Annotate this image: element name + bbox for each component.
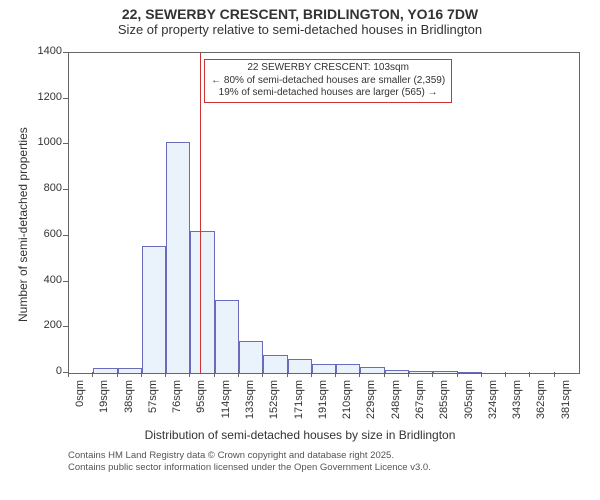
- x-tick-mark: [287, 372, 288, 377]
- x-tick-mark: [238, 372, 239, 377]
- x-axis-label: Distribution of semi-detached houses by …: [0, 428, 600, 442]
- x-tick-mark: [481, 372, 482, 377]
- histogram-bar: [433, 371, 457, 373]
- y-tick-label: 400: [26, 274, 62, 286]
- histogram-bar: [263, 355, 287, 373]
- x-tick-label: 343sqm: [511, 380, 523, 430]
- x-tick-label: 229sqm: [365, 380, 377, 430]
- attribution-text: Contains HM Land Registry data © Crown c…: [68, 450, 431, 474]
- histogram-bar: [385, 370, 409, 373]
- x-tick-label: 19sqm: [98, 380, 110, 430]
- histogram-bar: [458, 372, 482, 373]
- y-tick-mark: [63, 326, 68, 327]
- histogram-bar: [336, 364, 360, 373]
- x-tick-label: 76sqm: [171, 380, 183, 430]
- histogram-bar: [288, 359, 312, 373]
- x-tick-mark: [189, 372, 190, 377]
- histogram-bar: [312, 364, 336, 373]
- x-tick-label: 362sqm: [535, 380, 547, 430]
- y-tick-label: 0: [26, 365, 62, 377]
- x-tick-mark: [359, 372, 360, 377]
- x-tick-label: 285sqm: [438, 380, 450, 430]
- histogram-bar: [166, 142, 190, 373]
- x-tick-mark: [68, 372, 69, 377]
- y-tick-mark: [63, 235, 68, 236]
- x-tick-mark: [141, 372, 142, 377]
- y-tick-label: 800: [26, 182, 62, 194]
- attribution-line2: Contains public sector information licen…: [68, 462, 431, 474]
- x-tick-mark: [335, 372, 336, 377]
- x-tick-label: 191sqm: [317, 380, 329, 430]
- x-tick-label: 171sqm: [293, 380, 305, 430]
- x-tick-label: 305sqm: [463, 380, 475, 430]
- x-tick-mark: [262, 372, 263, 377]
- x-tick-label: 0sqm: [74, 380, 86, 430]
- x-tick-label: 324sqm: [487, 380, 499, 430]
- x-tick-label: 152sqm: [268, 380, 280, 430]
- x-tick-mark: [165, 372, 166, 377]
- x-tick-mark: [529, 372, 530, 377]
- annotation-line: 19% of semi-detached houses are larger (…: [211, 87, 445, 100]
- histogram-bar: [93, 368, 117, 373]
- y-tick-label: 1400: [26, 45, 62, 57]
- x-tick-mark: [311, 372, 312, 377]
- x-tick-label: 267sqm: [414, 380, 426, 430]
- x-tick-label: 38sqm: [123, 380, 135, 430]
- y-tick-label: 1200: [26, 91, 62, 103]
- x-tick-label: 95sqm: [195, 380, 207, 430]
- y-tick-mark: [63, 143, 68, 144]
- x-tick-mark: [457, 372, 458, 377]
- x-tick-label: 381sqm: [560, 380, 572, 430]
- x-tick-label: 133sqm: [244, 380, 256, 430]
- y-tick-label: 200: [26, 319, 62, 331]
- x-tick-mark: [214, 372, 215, 377]
- attribution-line1: Contains HM Land Registry data © Crown c…: [68, 450, 431, 462]
- x-tick-mark: [384, 372, 385, 377]
- histogram-bar: [190, 231, 214, 373]
- x-tick-label: 57sqm: [147, 380, 159, 430]
- chart-title: 22, SEWERBY CRESCENT, BRIDLINGTON, YO16 …: [0, 0, 600, 22]
- histogram-bar: [360, 367, 384, 373]
- annotation-line: 22 SEWERBY CRESCENT: 103sqm: [211, 62, 445, 75]
- y-tick-mark: [63, 52, 68, 53]
- y-tick-label: 1000: [26, 136, 62, 148]
- histogram-bar: [215, 300, 239, 373]
- chart-subtitle: Size of property relative to semi-detach…: [0, 22, 600, 37]
- reference-line: [200, 53, 201, 373]
- x-tick-label: 248sqm: [390, 380, 402, 430]
- x-tick-label: 210sqm: [341, 380, 353, 430]
- histogram-bar: [409, 371, 433, 373]
- x-tick-mark: [554, 372, 555, 377]
- y-tick-mark: [63, 98, 68, 99]
- x-tick-label: 114sqm: [220, 380, 232, 430]
- x-tick-mark: [408, 372, 409, 377]
- y-tick-label: 600: [26, 228, 62, 240]
- histogram-bar: [118, 368, 142, 373]
- annotation-line: ← 80% of semi-detached houses are smalle…: [211, 75, 445, 88]
- y-tick-mark: [63, 189, 68, 190]
- x-tick-mark: [92, 372, 93, 377]
- x-tick-mark: [505, 372, 506, 377]
- histogram-bar: [239, 341, 263, 373]
- y-axis-label: Number of semi-detached properties: [16, 127, 30, 322]
- annotation-box: 22 SEWERBY CRESCENT: 103sqm← 80% of semi…: [204, 59, 452, 103]
- x-tick-mark: [432, 372, 433, 377]
- y-tick-mark: [63, 281, 68, 282]
- x-tick-mark: [117, 372, 118, 377]
- histogram-bar: [142, 246, 166, 373]
- plot-area: 22 SEWERBY CRESCENT: 103sqm← 80% of semi…: [68, 52, 580, 374]
